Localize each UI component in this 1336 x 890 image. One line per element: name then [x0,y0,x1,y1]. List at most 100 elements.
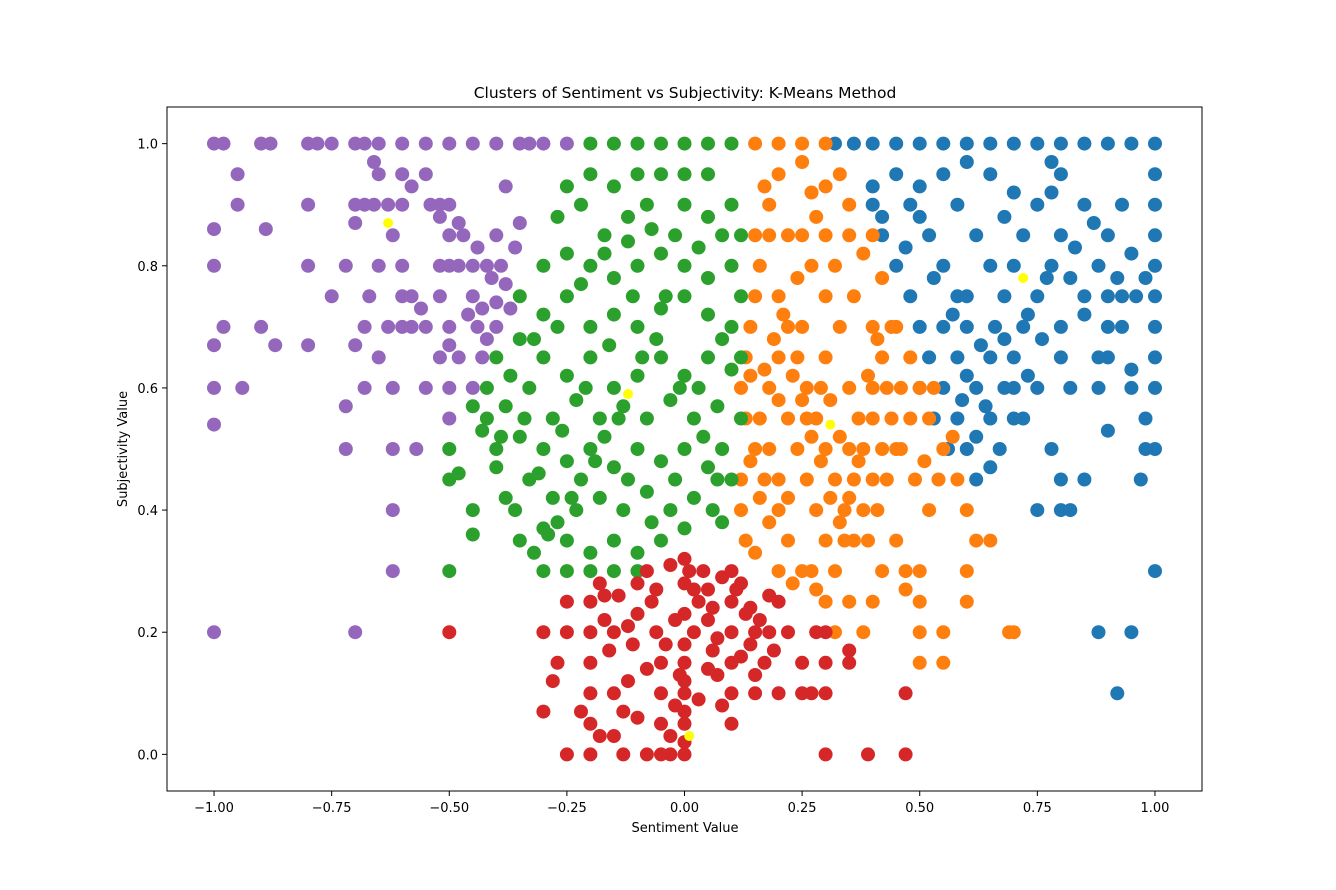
cluster-3-point [644,515,659,530]
cluster-5-point [362,289,377,304]
cluster-1-point [1091,258,1106,273]
cluster-1-point [959,319,974,334]
cluster-5-point [489,136,504,151]
cluster-4-point [710,631,725,646]
cluster-2-point [785,368,800,383]
cluster-1-point [1039,271,1054,285]
cluster-3-point [522,380,537,395]
cluster-5-point [338,258,353,273]
cluster-5-point [357,380,372,395]
cluster-1-point [992,442,1007,456]
cluster-5-point [442,411,457,426]
cluster-3-point [663,503,678,518]
cluster-1-point [898,240,913,255]
cluster-4-point [842,655,857,670]
cluster-5-point [498,277,513,292]
cluster-5-point [475,301,490,316]
cluster-5-point [367,155,381,169]
cluster-1-point [936,136,951,151]
cluster-1-point [997,209,1012,224]
cluster-1-point [1077,289,1092,304]
cluster-4-point [630,710,645,725]
cluster-1-point [1063,503,1078,518]
x-tick-label: −0.75 [312,801,352,816]
cluster-2-point [781,490,795,505]
cluster-4-point [583,625,598,640]
cluster-5-point [207,380,221,395]
cluster-3-point [545,411,560,426]
points-layer [207,136,1162,762]
cluster-1-point [1006,350,1021,365]
cluster-3-point [691,380,706,395]
cluster-4-point [621,619,635,634]
cluster-4-point [597,613,612,627]
cluster-2-point [757,362,772,377]
cluster-4-point [818,747,833,762]
cluster-1-point [936,258,951,273]
cluster-1-point [1030,197,1045,212]
cluster-1-point [1091,350,1106,365]
cluster-5-point [414,301,428,316]
cluster-2-point [762,515,777,530]
cluster-1-point [983,350,998,365]
cluster-3-point [701,136,715,151]
x-axis: −1.00 −0.75 −0.50 −0.25 0.00 0.25 0.50 0.75 1.00 [194,791,1169,816]
centroid-point [1018,273,1029,283]
cluster-5-point [207,258,221,273]
cluster-1-point [1148,258,1162,273]
cluster-4-point [781,625,795,640]
cluster-2-point [842,197,857,212]
cluster-5-point [489,295,504,310]
cluster-1-point [1148,167,1162,182]
cluster-4-point [771,686,786,701]
cluster-1-point [1091,625,1106,640]
cluster-2-point [795,228,810,243]
cluster-3-point [602,338,617,353]
cluster-4-point [654,655,668,670]
cluster-1-point [983,167,998,182]
cluster-2-point [950,472,965,487]
cluster-4-point [842,643,857,658]
cluster-2-point [931,472,946,487]
cluster-2-point [795,136,810,151]
cluster-5-point [385,380,400,395]
cluster-5-point [442,136,457,151]
x-tick-label: −0.25 [547,801,587,816]
cluster-5-point [385,503,400,518]
cluster-4-point [677,551,692,566]
cluster-2-point [898,582,913,597]
cluster-1-point [1138,442,1153,456]
cluster-2-point [790,350,805,365]
cluster-2-point [818,533,833,548]
cluster-5-point [263,136,278,151]
cluster-3-point [512,533,527,548]
cluster-2-point [790,271,805,285]
cluster-4-point [757,655,772,670]
cluster-3-point [701,460,715,475]
cluster-4-point [545,674,560,689]
cluster-2-point [832,167,847,182]
cluster-5-point [338,442,353,456]
cluster-4-point [616,704,631,719]
cluster-2-point [795,155,810,169]
cluster-2-point [856,625,871,640]
cluster-1-point [973,338,988,353]
cluster-2-point [743,368,758,383]
cluster-3-point [701,271,715,285]
cluster-2-point [842,380,857,395]
cluster-1-point [1053,472,1068,487]
cluster-2-point [865,594,880,609]
cluster-1-point [1006,136,1021,151]
y-tick-label: 0.6 [137,382,158,397]
cluster-4-point [715,698,730,713]
cluster-1-point [1148,136,1162,151]
cluster-4-point [677,686,692,701]
cluster-3-point [583,319,598,334]
cluster-2-point [865,228,880,243]
cluster-2-point [912,380,927,395]
cluster-4-point [898,686,913,701]
cluster-2-point [903,350,918,365]
cluster-3-point [583,258,598,273]
cluster-3-point [536,258,551,273]
cluster-3-point [644,222,659,237]
